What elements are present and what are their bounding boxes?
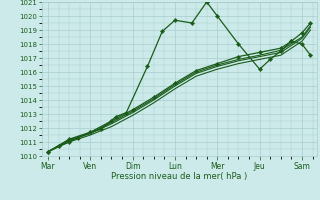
X-axis label: Pression niveau de la mer( hPa ): Pression niveau de la mer( hPa ) xyxy=(111,172,247,181)
